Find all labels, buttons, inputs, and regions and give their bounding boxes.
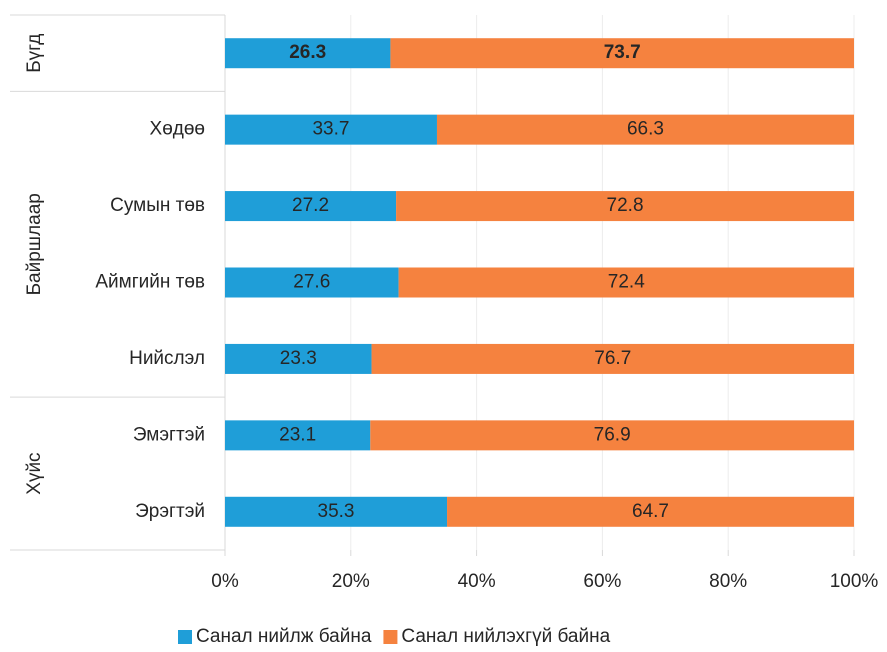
bar-segment bbox=[225, 420, 371, 451]
x-tick-label: 80% bbox=[709, 571, 747, 592]
x-tick-label: 100% bbox=[830, 571, 879, 592]
data-label: 23.1 bbox=[279, 424, 316, 445]
data-label: 73.7 bbox=[604, 42, 641, 63]
y-tick-label: Нийслэл bbox=[129, 348, 205, 369]
y-tick-label: Аймгийн төв bbox=[95, 272, 205, 293]
data-label: 72.8 bbox=[607, 195, 644, 216]
bar-segment bbox=[371, 343, 854, 374]
bar-segment bbox=[447, 496, 854, 527]
y-tick-label: Хөдөө bbox=[150, 119, 205, 140]
legend-swatch bbox=[178, 630, 192, 644]
data-label: 27.2 bbox=[292, 195, 329, 216]
y-tick-label: Эмэгтэй bbox=[133, 424, 205, 445]
y-tick-label: Сумын төв bbox=[110, 195, 205, 216]
bar-segment bbox=[225, 191, 397, 222]
group-label: Бүгд bbox=[24, 34, 45, 73]
bar-segment bbox=[398, 267, 854, 298]
legend-label: Санал нийлж байна bbox=[196, 626, 372, 647]
group-label: Хүйс bbox=[24, 452, 45, 494]
bar-segment bbox=[396, 191, 854, 222]
x-tick-label: 40% bbox=[458, 571, 496, 592]
data-label: 26.3 bbox=[289, 42, 326, 63]
bar-segment bbox=[436, 114, 854, 145]
data-label: 66.3 bbox=[627, 119, 664, 140]
data-label: 72.4 bbox=[608, 272, 645, 293]
data-label: 76.9 bbox=[594, 424, 631, 445]
bar-segment bbox=[390, 38, 854, 69]
bar-segment bbox=[370, 420, 854, 451]
x-tick-label: 60% bbox=[583, 571, 621, 592]
y-tick-label: Эрэгтэй bbox=[135, 501, 205, 522]
bar-segment bbox=[225, 496, 448, 527]
legend-swatch bbox=[383, 630, 398, 644]
bar-segment bbox=[225, 38, 391, 69]
legend-label: Санал нийлэхгүй байна bbox=[401, 626, 610, 647]
bar-segment bbox=[225, 343, 372, 374]
data-label: 64.7 bbox=[632, 501, 669, 522]
data-label: 27.6 bbox=[293, 272, 330, 293]
data-label: 33.7 bbox=[312, 119, 349, 140]
bar-segment bbox=[225, 267, 399, 298]
group-label: Байршлаар bbox=[24, 193, 45, 295]
data-label: 76.7 bbox=[594, 348, 631, 369]
x-tick-label: 0% bbox=[211, 571, 239, 592]
bar-segment bbox=[225, 114, 437, 145]
x-tick-label: 20% bbox=[332, 571, 370, 592]
data-label: 35.3 bbox=[318, 501, 355, 522]
data-label: 23.3 bbox=[280, 348, 317, 369]
